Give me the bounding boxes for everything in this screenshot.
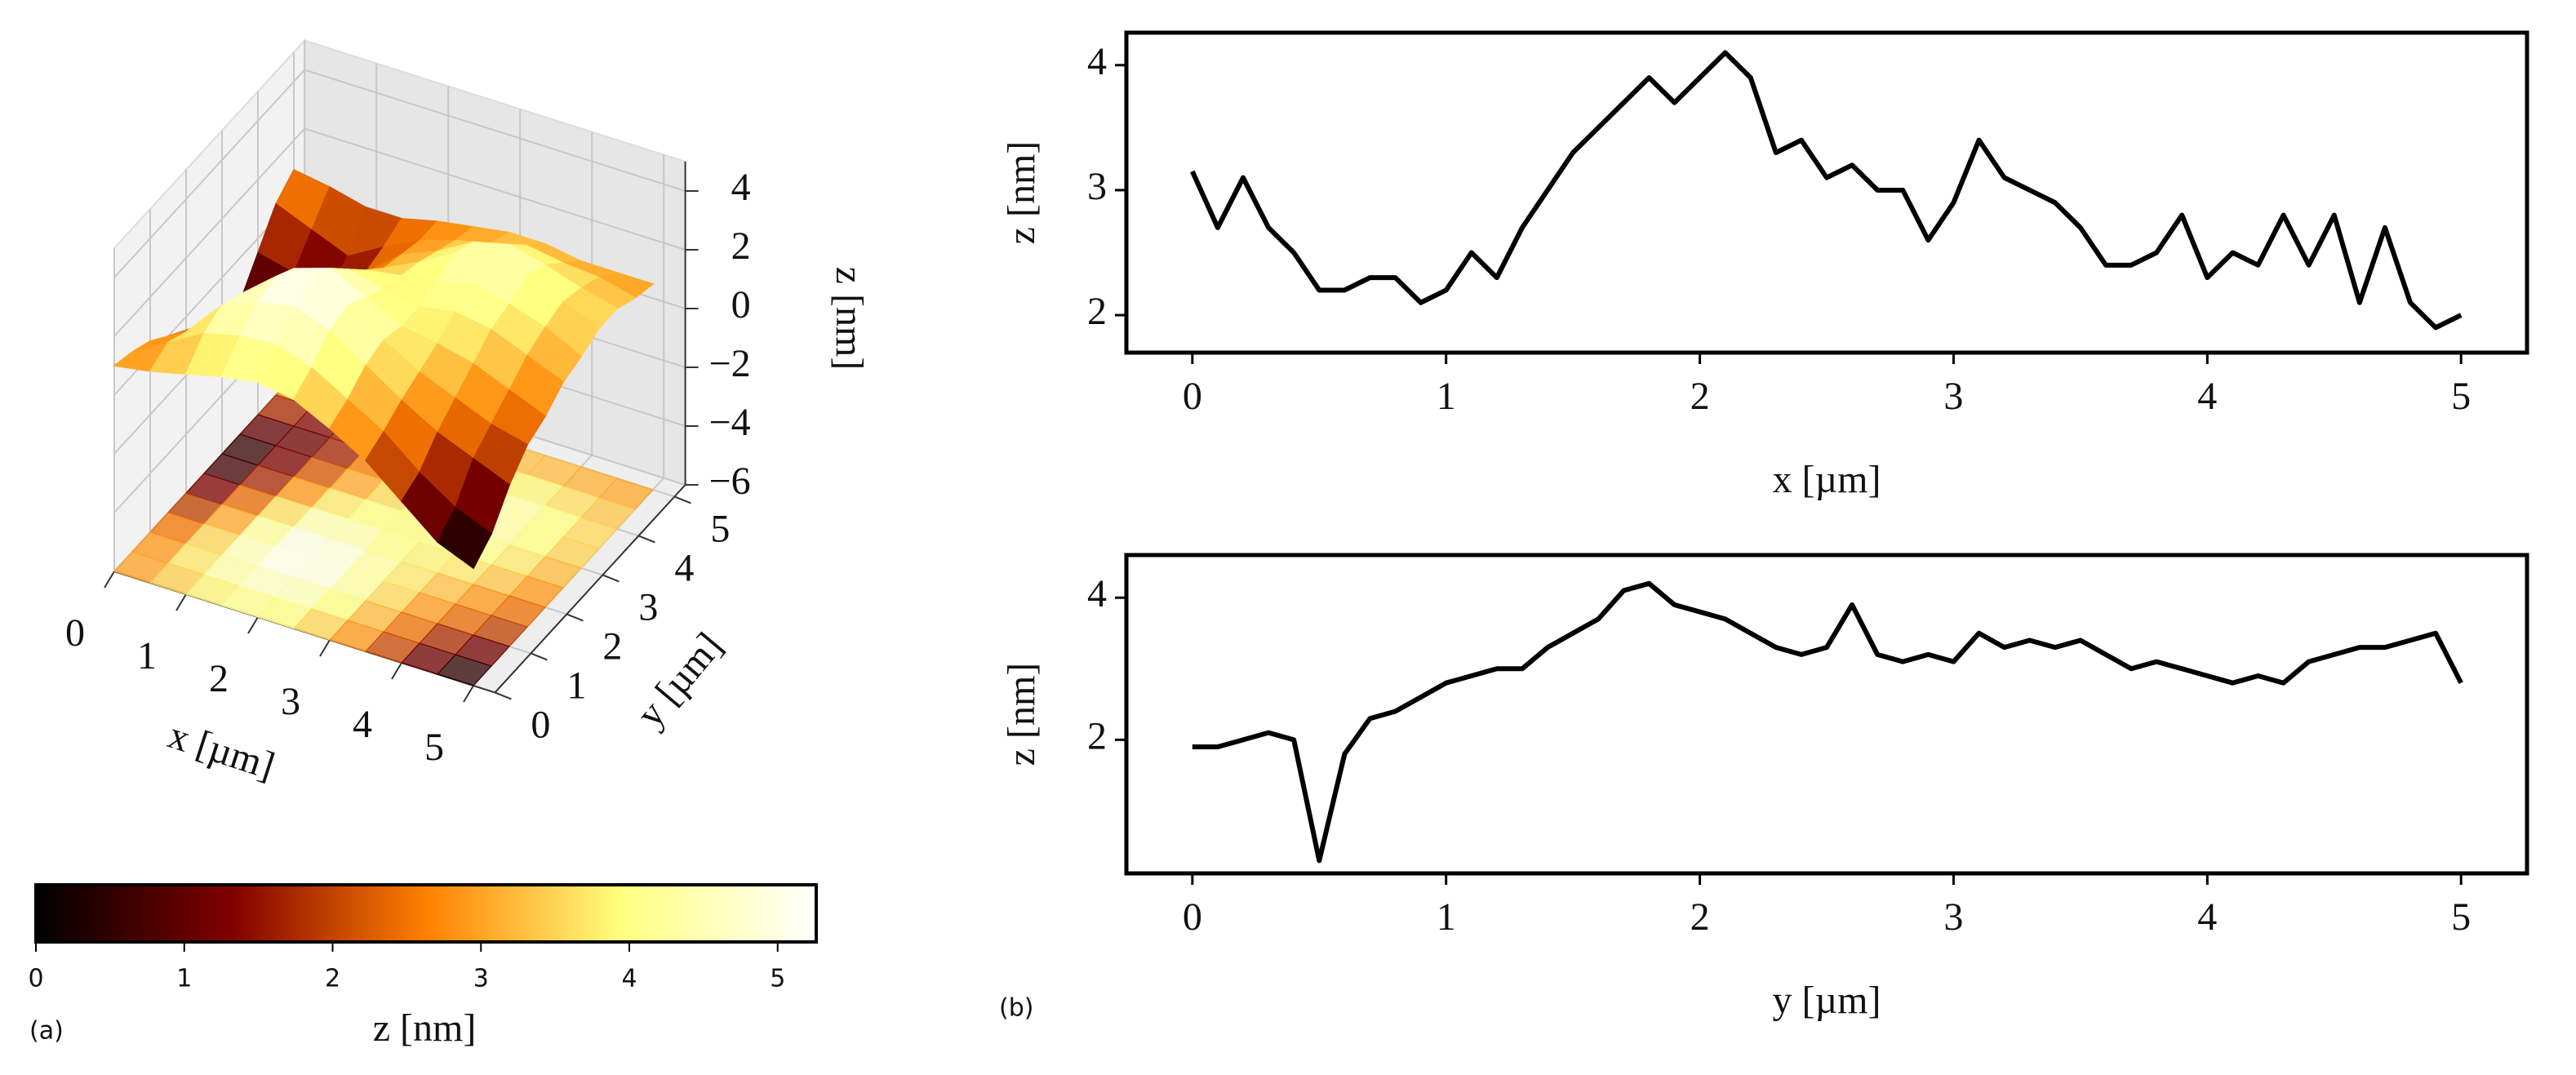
x-tick [175, 593, 187, 611]
y-tick [531, 652, 548, 661]
profile-line [1192, 580, 2463, 864]
y-tick [638, 535, 655, 544]
z-tick-label: 4 [731, 166, 751, 209]
z-tick-label: 2 [731, 224, 751, 268]
y-tick [602, 574, 620, 583]
y-tick-label: 2 [1087, 714, 1107, 757]
y-tick [566, 613, 584, 622]
x-tick-label: 3 [281, 680, 300, 723]
x-tick [463, 685, 474, 703]
colorbar-tick-label: 4 [621, 965, 637, 993]
x-tick-label: 4 [2197, 375, 2217, 418]
y-tick [674, 495, 691, 504]
x-axis-label: x [µm] [163, 713, 280, 788]
x-tick-label: 0 [1183, 375, 1202, 418]
z-tick-label: −6 [709, 460, 751, 503]
x-tick-label: 1 [1437, 895, 1456, 939]
y-tick-label: 5 [710, 507, 730, 550]
y-axis-label: y [µm] [628, 624, 731, 735]
panel-label: (a) [29, 1017, 64, 1046]
z-tick-label: −4 [709, 401, 751, 444]
grid-line [304, 127, 686, 251]
x-tick-label: 4 [2197, 895, 2217, 939]
y-axis-label: z [nm] [1000, 663, 1043, 766]
y-tick-label: 3 [638, 585, 658, 629]
x-tick-label: 2 [1690, 895, 1710, 939]
z-axis-label: z [nm] [828, 267, 871, 371]
colorbar-tick-label: 3 [473, 965, 489, 993]
x-tick-label: 5 [424, 726, 444, 769]
x-tick-label: 4 [353, 703, 372, 746]
panel-label: (b) [999, 994, 1033, 1023]
y-tick-label: 2 [602, 624, 622, 668]
colorbar-tick-label: 2 [325, 965, 340, 993]
y-tick-label: 2 [1087, 290, 1107, 333]
grid-line [113, 69, 305, 278]
plot-frame [1124, 30, 2529, 355]
y-axis-label: z [nm] [1000, 141, 1043, 245]
colorbar-tick-label: 0 [28, 965, 43, 993]
colorbar-tick-label: 1 [176, 965, 192, 993]
x-tick-label: 2 [1690, 375, 1710, 418]
grid-line [113, 127, 305, 337]
grid-line [304, 69, 686, 192]
y-tick-label: 4 [674, 546, 694, 589]
x-tick [247, 616, 259, 634]
floor-cell [437, 654, 492, 686]
x-tick-label: 5 [2451, 375, 2471, 418]
x-tick-label: 0 [65, 611, 85, 655]
x-tick-label: 1 [1437, 375, 1456, 418]
y-tick [495, 691, 512, 700]
surface-cell [436, 506, 493, 570]
profile-line [1190, 50, 2463, 331]
x-axis-label: y [µm] [1773, 979, 1881, 1022]
colorbar-tick-label: 5 [770, 965, 785, 993]
x-tick [319, 639, 331, 657]
x-axis-label: x [µm] [1773, 458, 1881, 501]
y-axis [494, 484, 686, 694]
y-tick-label: 3 [1087, 165, 1107, 208]
colorbar-label: z [nm] [373, 1006, 477, 1050]
x-tick-label: 5 [2451, 895, 2471, 939]
plot-frame [1124, 553, 2529, 876]
colorbar [34, 883, 818, 944]
y-tick-label: 1 [566, 664, 586, 707]
y-tick-label: 4 [1087, 40, 1107, 83]
y-tick-label: 4 [1087, 572, 1107, 615]
x-tick-label: 3 [1943, 375, 1963, 418]
z-tick-label: −2 [709, 342, 751, 385]
x-tick [391, 662, 402, 680]
z-tick-label: 0 [731, 283, 751, 326]
x-tick-label: 3 [1943, 895, 1963, 939]
x-tick-label: 0 [1183, 895, 1202, 939]
y-tick-label: 0 [531, 703, 550, 746]
x-tick-label: 2 [209, 657, 229, 700]
x-tick [104, 571, 115, 589]
x-tick-label: 1 [137, 634, 157, 677]
